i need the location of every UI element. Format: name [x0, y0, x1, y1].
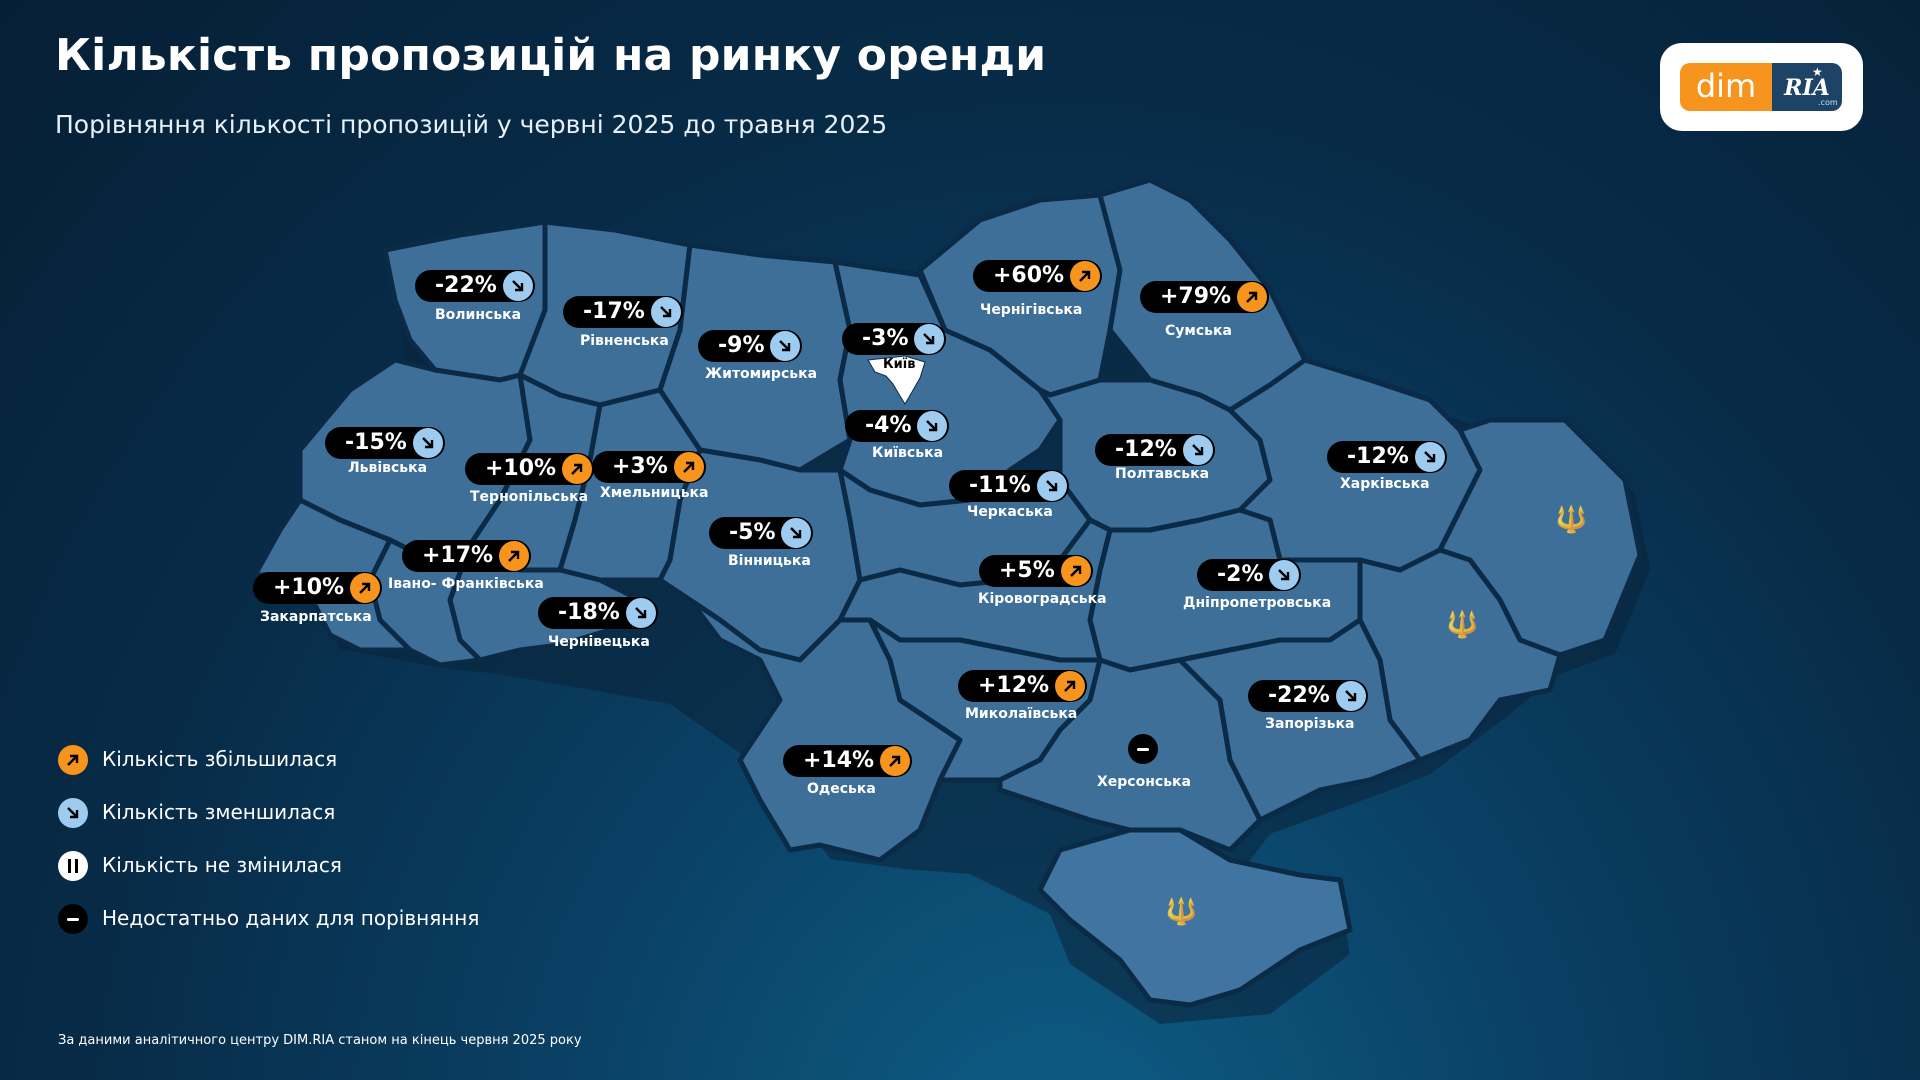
- region-label-khmelnytska: Хмельницька: [600, 485, 709, 501]
- region-label-chernihivska: Чернігівська: [980, 302, 1083, 318]
- arrow-down-right-icon: [626, 598, 656, 628]
- logo-ria: RIA: [1772, 63, 1842, 111]
- arrow-up-right-icon: [499, 541, 529, 571]
- region-label-volynska: Волинська: [435, 307, 522, 323]
- legend-label: Недостатньо даних для порівняння: [102, 906, 480, 930]
- arrow-up-right-icon: [58, 745, 88, 775]
- region-label-kharkivska: Харківська: [1340, 476, 1430, 492]
- star-icon: ★: [1812, 65, 1823, 79]
- trident-icon: 🔱: [1555, 505, 1588, 535]
- arrow-down-right-icon: [1183, 435, 1213, 465]
- arrow-down-right-icon: [914, 324, 944, 354]
- region-label-kyivska: Київська: [872, 445, 944, 461]
- region-chernihivska: [917, 192, 1123, 398]
- arrow-down-right-icon: [503, 271, 533, 301]
- region-label-kyiv-city: Київ: [883, 357, 916, 372]
- kyiv-city-shape: [867, 355, 926, 405]
- region-label-mykolaivska: Миколаївська: [965, 706, 1078, 722]
- arrow-down-right-icon: [1415, 442, 1445, 472]
- arrow-down-right-icon: [770, 331, 800, 361]
- arrow-down-right-icon: [58, 798, 88, 828]
- region-label-sumska: Сумська: [1165, 323, 1232, 339]
- arrow-up-right-icon: [674, 452, 704, 482]
- arrow-up-right-icon: [562, 454, 592, 484]
- region-label-poltavska: Полтавська: [1115, 466, 1210, 482]
- pause-icon: [58, 851, 88, 881]
- region-label-ivano-frankivska: Івано- Франківська: [388, 576, 544, 592]
- region-label-lvivska: Львівська: [348, 460, 428, 476]
- arrow-down-right-icon: [651, 297, 681, 327]
- arrow-down-right-icon: [917, 411, 947, 441]
- region-label-ternopilska: Тернопільська: [470, 489, 589, 505]
- no-data-marker-khersonska: [1128, 734, 1158, 764]
- region-label-zakarpatska: Закарпатська: [260, 609, 372, 625]
- page-title: Кількість пропозицій на ринку оренди: [55, 30, 1047, 81]
- arrow-down-right-icon: [1269, 560, 1299, 590]
- trident-icon: 🔱: [1446, 610, 1479, 640]
- arrow-up-right-icon: [1055, 671, 1085, 701]
- region-label-khersonska: Херсонська: [1097, 774, 1192, 790]
- region-label-dnipropetrovska: Дніпропетровська: [1183, 595, 1332, 611]
- source-footnote: За даними аналітичного центру DIM.RIA ст…: [58, 1033, 582, 1048]
- arrow-up-right-icon: [1061, 556, 1091, 586]
- minus-icon: [58, 904, 88, 934]
- region-label-zaporizka: Запорізька: [1265, 716, 1355, 732]
- region-label-chernivetska: Чернівецька: [548, 634, 650, 650]
- arrow-up-right-icon: [1070, 261, 1100, 291]
- region-crimea: [1037, 827, 1353, 1008]
- region-label-odeska: Одеська: [807, 781, 876, 797]
- logo-suffix: .com: [1818, 98, 1838, 107]
- change-value: -3%: [842, 323, 947, 355]
- region-label-zhytomyrska: Житомирська: [705, 366, 818, 382]
- arrow-down-right-icon: [1037, 471, 1067, 501]
- legend-label: Кількість зменшилася: [102, 800, 336, 824]
- legend-label: Кількість не змінилася: [102, 853, 342, 877]
- arrow-up-right-icon: [1237, 282, 1267, 312]
- arrow-down-right-icon: [1336, 681, 1366, 711]
- dim-ria-logo[interactable]: dim RIA ★ .com: [1660, 43, 1863, 131]
- region-label-cherkaska: Черкаська: [967, 504, 1053, 520]
- region-zaporizka: [1177, 617, 1423, 823]
- region-label-rivnenska: Рівненська: [580, 333, 669, 349]
- trident-icon: 🔱: [1165, 897, 1198, 927]
- region-label-vinnytska: Вінницька: [728, 553, 811, 569]
- arrow-down-right-icon: [413, 428, 443, 458]
- arrow-down-right-icon: [781, 518, 811, 548]
- logo-dim: dim: [1680, 63, 1772, 111]
- arrow-up-right-icon: [350, 573, 380, 603]
- arrow-up-right-icon: [880, 746, 910, 776]
- region-label-kirovohradska: Кіровоградська: [978, 591, 1107, 607]
- legend-label: Кількість збільшилася: [102, 747, 338, 771]
- page-subtitle: Порівняння кількості пропозицій у червні…: [55, 110, 888, 139]
